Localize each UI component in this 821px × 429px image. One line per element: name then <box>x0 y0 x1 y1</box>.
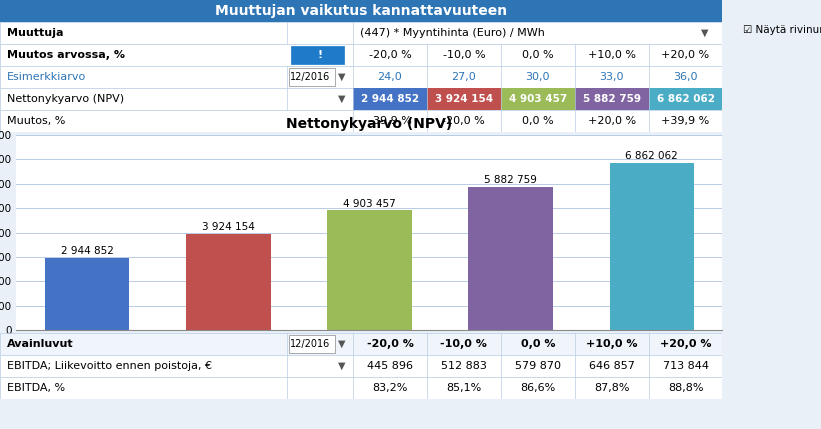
Text: 85,1%: 85,1% <box>447 383 481 393</box>
Text: !: ! <box>318 50 323 60</box>
Text: -10,0 %: -10,0 % <box>443 50 485 60</box>
Text: 4 903 457: 4 903 457 <box>509 94 566 104</box>
Text: 0,0 %: 0,0 % <box>521 339 555 349</box>
Text: -39,9 %: -39,9 % <box>369 116 411 126</box>
Text: +10,0 %: +10,0 % <box>586 339 637 349</box>
Text: Muutos arvossa, %: Muutos arvossa, % <box>7 50 126 60</box>
Text: 30,0: 30,0 <box>525 72 550 82</box>
Text: +20,0 %: +20,0 % <box>662 50 709 60</box>
Text: -20,0 %: -20,0 % <box>369 50 411 60</box>
Text: 5 882 759: 5 882 759 <box>484 175 537 184</box>
Bar <box>427 88 501 110</box>
Bar <box>575 88 649 110</box>
Text: ▼: ▼ <box>338 339 346 349</box>
Text: 87,8%: 87,8% <box>594 383 630 393</box>
Text: 36,0: 36,0 <box>673 72 698 82</box>
Text: 512 883: 512 883 <box>441 361 487 371</box>
Text: Esimerkkiarvo: Esimerkkiarvo <box>7 72 86 82</box>
Bar <box>186 234 271 330</box>
Text: 2 944 852: 2 944 852 <box>61 246 113 256</box>
Text: Muutos, %: Muutos, % <box>7 116 66 126</box>
Bar <box>609 163 695 330</box>
Bar <box>353 88 427 110</box>
Text: 88,8%: 88,8% <box>667 383 704 393</box>
Text: 713 844: 713 844 <box>663 361 709 371</box>
Text: +39,9 %: +39,9 % <box>662 116 709 126</box>
Text: -20,0 %: -20,0 % <box>443 116 485 126</box>
Text: ▼: ▼ <box>338 361 346 371</box>
Text: Nettonykyarvo (NPV): Nettonykyarvo (NPV) <box>7 94 124 104</box>
Bar <box>468 187 553 330</box>
Text: 445 896: 445 896 <box>367 361 413 371</box>
Bar <box>649 88 722 110</box>
Bar <box>501 88 575 110</box>
Text: 33,0: 33,0 <box>599 72 624 82</box>
Text: Muuttujan vaikutus kannattavuuteen: Muuttujan vaikutus kannattavuuteen <box>215 4 507 18</box>
Text: 579 870: 579 870 <box>515 361 561 371</box>
Text: Avainluvut: Avainluvut <box>7 339 74 349</box>
Text: 3 924 154: 3 924 154 <box>435 94 493 104</box>
Bar <box>289 335 335 353</box>
Text: 4 903 457: 4 903 457 <box>343 199 396 208</box>
Text: 86,6%: 86,6% <box>521 383 555 393</box>
Text: 12/2016: 12/2016 <box>290 72 331 82</box>
Text: -10,0 %: -10,0 % <box>440 339 488 349</box>
Text: 5 882 759: 5 882 759 <box>583 94 640 104</box>
Text: +20,0 %: +20,0 % <box>660 339 711 349</box>
Text: Muuttuja: Muuttuja <box>7 28 64 38</box>
Bar <box>327 211 412 330</box>
Text: 0,0 %: 0,0 % <box>522 50 553 60</box>
Bar <box>44 258 130 330</box>
Text: ☑ Näytä rivinumerot: ☑ Näytä rivinumerot <box>743 25 821 35</box>
Text: ▼: ▼ <box>338 72 346 82</box>
Text: 3 924 154: 3 924 154 <box>202 222 255 233</box>
Text: (447) * Myyntihinta (Euro) / MWh: (447) * Myyntihinta (Euro) / MWh <box>360 28 545 38</box>
Text: ▼: ▼ <box>338 94 346 104</box>
Text: +20,0 %: +20,0 % <box>588 116 635 126</box>
Bar <box>291 46 343 64</box>
Text: 646 857: 646 857 <box>589 361 635 371</box>
Text: EBITDA; Liikevoitto ennen poistoja, €: EBITDA; Liikevoitto ennen poistoja, € <box>7 361 212 371</box>
Title: Nettonykyarvo (NPV): Nettonykyarvo (NPV) <box>287 117 452 131</box>
Text: 2 944 852: 2 944 852 <box>361 94 419 104</box>
Text: 27,0: 27,0 <box>452 72 476 82</box>
Text: 24,0: 24,0 <box>378 72 402 82</box>
Text: +10,0 %: +10,0 % <box>588 50 635 60</box>
Text: 83,2%: 83,2% <box>372 383 408 393</box>
Text: ▼: ▼ <box>700 28 708 38</box>
Bar <box>289 68 335 86</box>
Text: -20,0 %: -20,0 % <box>366 339 414 349</box>
Text: 12/2016: 12/2016 <box>290 339 331 349</box>
Text: 6 862 062: 6 862 062 <box>657 94 714 104</box>
Text: 0,0 %: 0,0 % <box>522 116 553 126</box>
Text: 6 862 062: 6 862 062 <box>626 151 678 161</box>
Text: EBITDA, %: EBITDA, % <box>7 383 66 393</box>
